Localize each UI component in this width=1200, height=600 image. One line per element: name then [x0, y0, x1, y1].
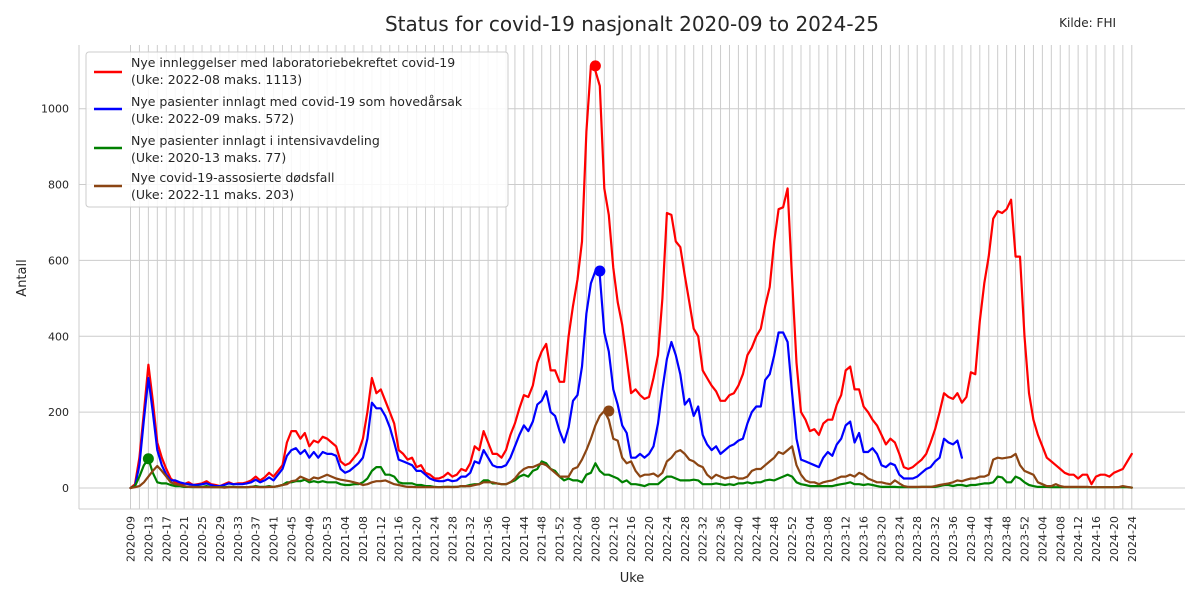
x-tick-label: 2023-36	[947, 516, 960, 562]
y-tick-label: 0	[62, 482, 69, 495]
x-tick-label: 2022-12	[607, 516, 620, 562]
legend-label-2: Nye pasienter innlagt i intensivavdeling	[131, 133, 380, 148]
legend-label-0: Nye innleggelser med laboratoriebekrefte…	[131, 55, 455, 70]
x-tick-label: 2021-48	[536, 516, 549, 562]
x-tick-label: 2023-20	[875, 516, 888, 562]
y-tick-label: 600	[48, 254, 69, 267]
x-tick-label: 2021-24	[428, 516, 441, 562]
x-tick-label: 2022-48	[768, 516, 781, 562]
x-tick-label: 2023-28	[911, 516, 924, 562]
x-tick-label: 2020-49	[303, 516, 316, 562]
series-lines	[129, 64, 1133, 490]
x-tick-label: 2023-16	[858, 516, 871, 562]
series-line-3	[129, 409, 1133, 490]
x-tick-label: 2021-08	[357, 516, 370, 562]
series-line-1	[129, 269, 963, 490]
max-marker-0	[589, 60, 601, 72]
legend-label-3: Nye covid-19-assosierte dødsfall	[131, 170, 334, 185]
series-line-0	[129, 64, 1133, 490]
series-line-2	[129, 457, 1133, 490]
x-tick-label: 2022-16	[625, 516, 638, 562]
x-tick-label: 2022-36	[715, 516, 728, 562]
legend-box	[85, 51, 509, 208]
legend: Nye innleggelser med laboratoriebekrefte…	[85, 51, 509, 208]
x-tick-label: 2021-40	[500, 516, 513, 562]
max-marker-3	[603, 405, 615, 417]
x-tick-label: 2024-24	[1126, 516, 1139, 562]
x-tick-label: 2021-32	[464, 516, 477, 562]
x-tick-label: 2021-16	[393, 516, 406, 562]
x-tick-label: 2020-17	[160, 516, 173, 562]
x-tick-label: 2020-25	[196, 516, 209, 562]
y-tick-label: 400	[48, 330, 69, 343]
y-axis-label: Antall	[15, 259, 30, 296]
y-tick-label: 200	[48, 406, 69, 419]
x-tick-label: 2023-32	[929, 516, 942, 562]
x-tick-label: 2021-04	[339, 516, 352, 562]
x-tick-label: 2021-12	[375, 516, 388, 562]
x-tick-label: 2023-40	[965, 516, 978, 562]
y-tick-labels: 0 200 400 600 800 1000	[41, 103, 69, 495]
x-tick-label: 2022-32	[697, 516, 710, 562]
x-tick-label: 2022-28	[679, 516, 692, 562]
x-tick-label: 2020-45	[285, 516, 298, 562]
max-markers	[142, 60, 615, 465]
x-tick-label: 2022-24	[661, 516, 674, 562]
x-tick-label: 2024-12	[1072, 516, 1085, 562]
legend-note-2: (Uke: 2020-13 maks. 77)	[131, 150, 286, 165]
x-tick-label: 2023-52	[1019, 516, 1032, 562]
x-axis-label: Uke	[620, 571, 645, 586]
source-label: Kilde: FHI	[1059, 16, 1116, 30]
x-tick-label: 2020-13	[142, 516, 155, 562]
x-tick-label: 2020-21	[178, 516, 191, 562]
y-tick-label: 800	[48, 179, 69, 192]
x-tick-label: 2024-20	[1108, 516, 1121, 562]
x-tick-label: 2023-12	[840, 516, 853, 562]
x-tick-label: 2020-09	[125, 516, 138, 562]
x-tick-label: 2024-16	[1090, 516, 1103, 562]
x-tick-label: 2022-04	[572, 516, 585, 562]
x-tick-label: 2021-52	[554, 516, 567, 562]
x-tick-label: 2023-44	[983, 516, 996, 562]
x-tick-label: 2020-29	[214, 516, 227, 562]
x-tick-label: 2021-44	[518, 516, 531, 562]
x-tick-label: 2023-04	[804, 516, 817, 562]
x-tick-label: 2023-08	[822, 516, 835, 562]
max-marker-2	[142, 453, 154, 465]
x-tick-label: 2020-53	[321, 516, 334, 562]
x-tick-label: 2020-33	[232, 516, 245, 562]
x-tick-label: 2022-20	[643, 516, 656, 562]
legend-note-0: (Uke: 2022-08 maks. 1113)	[131, 72, 302, 87]
max-marker-1	[594, 265, 606, 277]
x-tick-label: 2020-41	[268, 516, 281, 562]
x-tick-label: 2024-04	[1036, 516, 1049, 562]
legend-note-1: (Uke: 2022-09 maks. 572)	[131, 111, 294, 126]
y-tick-label: 1000	[41, 103, 69, 116]
chart-title: Status for covid-19 nasjonalt 2020-09 to…	[385, 12, 879, 36]
x-tick-label: 2021-20	[411, 516, 424, 562]
x-tick-label: 2022-52	[786, 516, 799, 562]
x-tick-labels: 2020-09 2020-13 2020-17 2020-21 2020-25 2020-…	[125, 516, 1139, 562]
x-tick-label: 2022-08	[589, 516, 602, 562]
x-tick-label: 2023-48	[1001, 516, 1014, 562]
axes	[78, 45, 1185, 510]
legend-label-1: Nye pasienter innlagt med covid-19 som h…	[131, 94, 463, 109]
x-tick-label: 2022-44	[750, 516, 763, 562]
x-tick-label: 2022-40	[732, 516, 745, 562]
x-tick-label: 2024-08	[1054, 516, 1067, 562]
x-tick-label: 2021-28	[446, 516, 459, 562]
x-tick-label: 2021-36	[482, 516, 495, 562]
legend-note-3: (Uke: 2022-11 maks. 203)	[131, 187, 294, 202]
x-tick-label: 2023-24	[893, 516, 906, 562]
x-tick-label: 2020-37	[250, 516, 263, 562]
